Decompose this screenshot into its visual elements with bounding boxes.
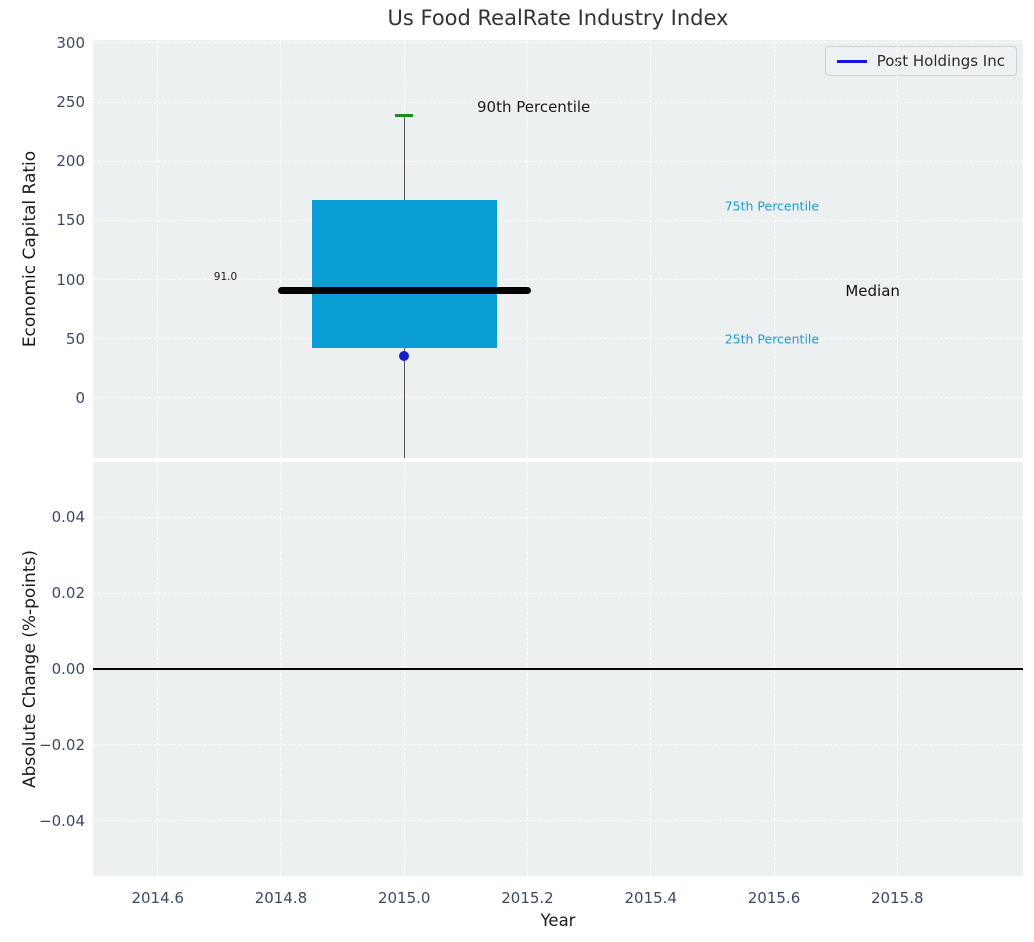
- gridline-x: [650, 40, 652, 458]
- zero-line: [93, 668, 1023, 670]
- xtick-label: 2014.8: [254, 889, 308, 907]
- gridline-y: [93, 101, 1023, 103]
- legend: Post Holdings Inc: [824, 46, 1017, 76]
- xtick-label: 2015.4: [624, 889, 678, 907]
- ytick-label-top: 250: [56, 93, 85, 112]
- annotation: 91.0: [213, 271, 238, 284]
- gridline-x: [280, 40, 282, 458]
- gridline-x: [896, 40, 898, 458]
- xtick-label: 2015.8: [871, 889, 924, 907]
- ytick-label-top: 100: [56, 270, 85, 289]
- annotation: 90th Percentile: [477, 97, 591, 116]
- bottom-axes: [93, 462, 1023, 876]
- gridline-y: [93, 397, 1023, 399]
- annotation: 25th Percentile: [724, 331, 820, 347]
- xtick-label: 2015.0: [377, 889, 431, 907]
- box: [311, 199, 497, 349]
- ytick-label-top: 300: [56, 33, 85, 52]
- gridline-y: [93, 338, 1023, 340]
- company-point: [399, 350, 410, 361]
- gridline-x: [157, 40, 159, 458]
- gridline-y: [93, 279, 1023, 281]
- xtick-label: 2015.2: [501, 889, 554, 907]
- median-line: [277, 286, 531, 294]
- ytick-label-bottom: 0.04: [51, 508, 85, 527]
- gridline-y: [93, 42, 1023, 44]
- ytick-label-bottom: −0.04: [39, 811, 85, 830]
- ytick-label-bottom: −0.02: [39, 735, 85, 754]
- xtick-label: 2014.6: [131, 889, 184, 907]
- chart-title: Us Food RealRate Industry Index: [387, 6, 729, 30]
- gridline-y: [93, 160, 1023, 162]
- ytick-label-top: 50: [65, 329, 85, 348]
- ytick-label-bottom: 0.00: [51, 660, 85, 678]
- ytick-label-top: 200: [56, 152, 85, 171]
- gridline-y: [93, 820, 1023, 822]
- gridline-y: [93, 219, 1023, 221]
- top-axes: Post Holdings Inc 90th Percentile 75th Pe…: [93, 40, 1023, 458]
- annotation: Median: [845, 282, 900, 301]
- gridline-y: [93, 516, 1023, 518]
- gridline-x: [773, 40, 775, 458]
- ytick-label-top: 0: [75, 388, 85, 407]
- annotation: 75th Percentile: [724, 198, 820, 214]
- whisker-cap-90th: [394, 114, 414, 118]
- xtick-label: 2015.6: [747, 889, 801, 907]
- legend-label: Post Holdings Inc: [876, 52, 1005, 70]
- y-axis-label-top: Economic Capital Ratio: [20, 150, 40, 348]
- gridline-y: [93, 744, 1023, 746]
- legend-line-sample: [836, 59, 867, 63]
- x-axis-label: Year: [540, 911, 576, 930]
- gridline-x: [526, 40, 528, 458]
- gridline-y: [93, 592, 1023, 594]
- ytick-label-top: 150: [56, 211, 85, 230]
- ytick-label-bottom: 0.02: [51, 584, 85, 603]
